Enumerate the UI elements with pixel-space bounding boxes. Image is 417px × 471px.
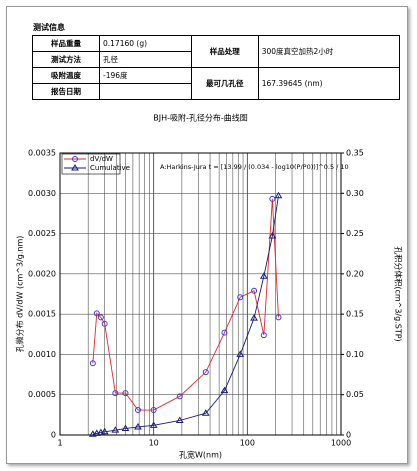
marker <box>149 421 158 428</box>
marker <box>122 390 129 397</box>
legend-box <box>61 153 121 175</box>
y2-axis-label: 孔积分体积(cm^3/g.STP) <box>394 246 404 341</box>
y2-tick-label: 0.10 <box>346 350 364 359</box>
y-tick-label: 0.0020 <box>28 269 56 278</box>
marker <box>236 350 245 357</box>
marker <box>101 320 108 327</box>
marker <box>259 272 268 279</box>
marker <box>97 314 104 321</box>
marker <box>92 429 101 436</box>
marker <box>274 191 283 199</box>
y-tick-label: 0.0025 <box>28 229 56 238</box>
cell: 样品处理 <box>190 35 259 68</box>
x-tick-label: 10 <box>149 439 159 448</box>
y2-tick-label: 0.30 <box>346 189 364 198</box>
marker <box>221 329 228 336</box>
y2-tick-label: 0 <box>346 431 351 440</box>
marker <box>201 409 210 416</box>
legend-label: dV/dW <box>90 155 113 163</box>
chart-title: BJH-吸附-孔径分布-曲线图 <box>153 113 248 123</box>
marker <box>93 310 100 317</box>
y-tick-label: 0.0030 <box>28 189 56 198</box>
x-tick-label: 1000 <box>331 439 351 448</box>
cell: 300度真空加热2小时 <box>257 35 401 68</box>
marker <box>250 314 258 321</box>
cell: 最可几孔径 <box>190 67 259 100</box>
series-line <box>92 195 279 435</box>
y2-tick-label: 0.05 <box>346 390 364 399</box>
marker <box>220 386 229 394</box>
marker <box>275 314 282 321</box>
annotation: A:Harkins-Jura t = [13.99 / (0.034 - log… <box>160 163 349 171</box>
marker <box>150 407 157 414</box>
marker <box>269 195 276 202</box>
series-line <box>92 198 279 411</box>
marker <box>251 287 258 294</box>
y-tick-label: 0 <box>51 431 56 440</box>
y2-tick-label: 0.20 <box>346 269 364 278</box>
y2-tick-label: 0.15 <box>346 310 364 319</box>
x-tick-label: 1 <box>57 439 62 448</box>
cell <box>99 83 192 100</box>
cell: 报告日期 <box>32 83 100 100</box>
marker <box>260 332 267 339</box>
y2-tick-label: 0.25 <box>346 229 364 238</box>
info-table: 样品重量 0.17160 (g) 样品处理 300度真空加热2小时 测试方法 孔径 吸附… <box>32 35 401 100</box>
marker <box>121 424 130 432</box>
section-title: 测试信息 <box>33 23 65 32</box>
y-tick-label: 0.0005 <box>28 390 56 399</box>
marker <box>237 294 244 301</box>
x-axis-label: 孔宽W(nm) <box>179 450 222 460</box>
y-tick-label: 0.0015 <box>28 310 56 319</box>
marker <box>176 393 183 400</box>
marker <box>111 426 120 433</box>
marker <box>72 156 78 162</box>
marker <box>100 427 109 435</box>
marker <box>202 369 209 376</box>
y2-tick-label: 0.35 <box>346 149 364 158</box>
marker <box>134 422 142 430</box>
x-tick-label: 100 <box>240 439 255 448</box>
plot-frame <box>59 152 342 436</box>
marker <box>89 360 96 367</box>
marker <box>175 416 184 423</box>
marker <box>134 407 141 414</box>
marker <box>112 390 119 397</box>
cell: 167.39645 (nm) <box>257 67 401 100</box>
y-tick-label: 0.0010 <box>28 350 56 359</box>
legend-label: Cumulative <box>90 164 130 172</box>
marker <box>268 232 277 239</box>
y-tick-label: 0.0035 <box>28 149 56 158</box>
y-axis-label: 孔微分布 dV/dW (cm^3/g.nm) <box>15 236 25 353</box>
marker <box>71 164 79 171</box>
